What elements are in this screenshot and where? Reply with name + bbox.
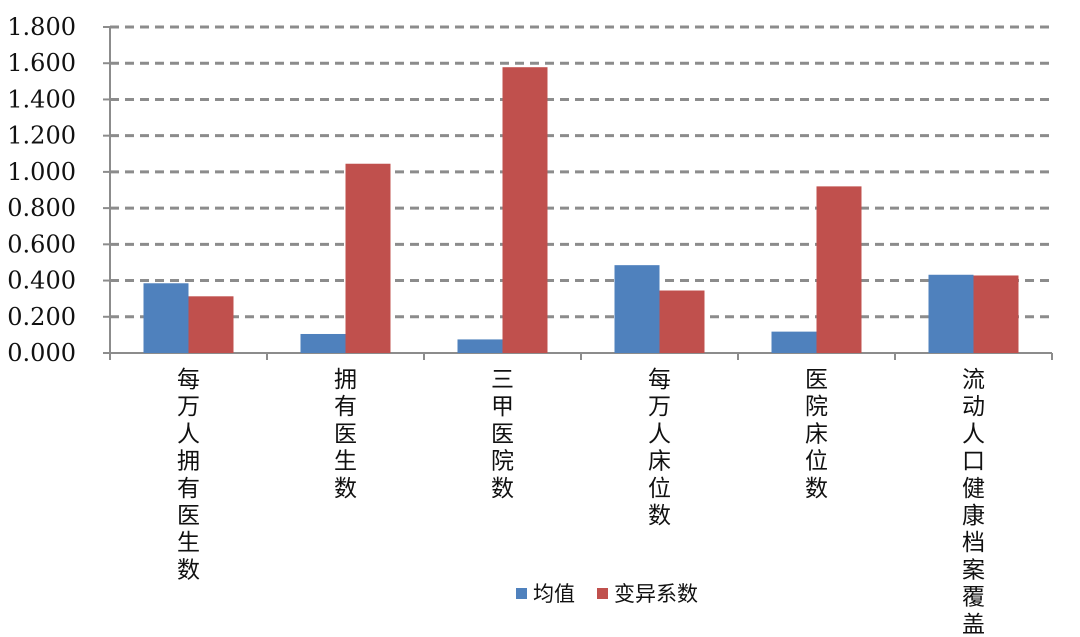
bar-cv	[816, 186, 862, 353]
category-label-char: 数	[805, 476, 828, 502]
category-label-char: 健	[962, 476, 985, 502]
y-tick-label: 1.400	[7, 85, 76, 113]
category-label-char: 生	[177, 530, 200, 556]
bar-mean	[457, 339, 503, 353]
y-tick-label: 0.000	[7, 339, 76, 367]
bar-mean	[614, 265, 660, 353]
category-label-char: 数	[648, 503, 671, 529]
category-label-char: 甲	[491, 394, 514, 420]
category-label-char: 覆	[962, 585, 985, 611]
category-label-char: 康	[962, 503, 985, 529]
y-tick-label: 1.800	[7, 13, 76, 41]
y-tick-label: 1.000	[7, 158, 76, 186]
category-label-char: 生	[334, 449, 357, 475]
y-tick-label: 0.600	[7, 230, 76, 258]
bar-cv	[188, 296, 234, 353]
category-label-char: 院	[491, 449, 514, 475]
category-label-char: 有	[334, 394, 357, 420]
category-label-char: 动	[962, 394, 985, 420]
category-label-char: 人	[648, 421, 671, 447]
legend-label-cv: 变异系数	[614, 582, 698, 606]
category-label-char: 拥	[334, 367, 357, 393]
category-label-char: 流	[962, 367, 985, 393]
y-tick-label: 0.800	[7, 194, 76, 222]
y-tick-label: 0.400	[7, 267, 76, 295]
category-label-char: 位	[648, 476, 671, 502]
category-label-char: 院	[805, 394, 828, 420]
category-label-char: 档	[962, 530, 985, 556]
legend-label-mean: 均值	[533, 582, 575, 606]
bar-mean	[928, 274, 974, 353]
legend-item-mean: 均值	[516, 578, 575, 608]
y-tick-label: 0.200	[7, 303, 76, 331]
category-label-char: 有	[177, 476, 200, 502]
category-label-char: 数	[491, 476, 514, 502]
category-label-char: 人	[177, 421, 200, 447]
category-label-char: 床	[648, 449, 671, 475]
y-tick-label: 1.600	[7, 49, 76, 77]
bar-cv	[973, 275, 1019, 353]
category-label-char: 万	[177, 394, 200, 420]
category-label-char: 万	[648, 394, 671, 420]
chart-legend: 均值 变异系数	[516, 578, 720, 608]
legend-swatch-cv	[597, 587, 608, 599]
category-label-char: 医	[491, 421, 514, 447]
category-label-char: 位	[805, 449, 828, 475]
category-label-char: 三	[491, 367, 514, 393]
category-label-char: 数	[177, 557, 200, 583]
bar-cv	[345, 163, 391, 353]
category-label-char: 人	[962, 421, 985, 447]
category-label-char: 拥	[177, 449, 200, 475]
bar-mean	[300, 333, 346, 353]
y-tick-label: 1.200	[7, 122, 76, 150]
category-label-char: 床	[805, 421, 828, 447]
bar-cv	[502, 67, 548, 353]
category-label-char: 医	[805, 367, 828, 393]
bar-mean	[771, 331, 817, 353]
category-label-char: 每	[648, 367, 671, 393]
category-label-char: 盖	[962, 612, 985, 637]
category-label-char: 医	[334, 421, 357, 447]
legend-swatch-mean	[516, 587, 527, 599]
category-label-char: 医	[177, 503, 200, 529]
category-label-char: 每	[177, 367, 200, 393]
bar-cv	[659, 290, 705, 353]
bar-mean	[143, 283, 189, 353]
category-label-char: 口	[962, 449, 985, 475]
legend-item-cv: 变异系数	[597, 578, 698, 608]
category-label-char: 数	[334, 476, 357, 502]
category-label-char: 案	[962, 557, 985, 583]
